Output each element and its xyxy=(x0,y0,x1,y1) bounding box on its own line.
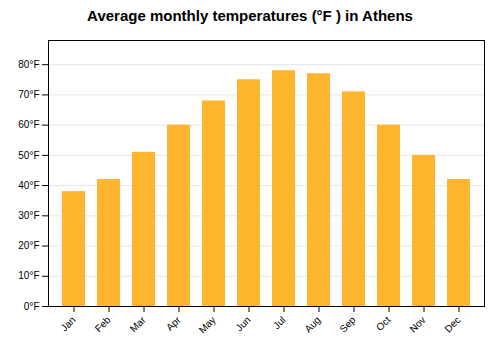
svg-text:10°F: 10°F xyxy=(18,270,39,281)
svg-text:Oct: Oct xyxy=(374,314,393,333)
svg-text:0°F: 0°F xyxy=(24,301,40,312)
svg-text:Jul: Jul xyxy=(271,314,288,331)
svg-text:Nov: Nov xyxy=(407,314,427,334)
svg-text:60°F: 60°F xyxy=(18,119,39,130)
svg-text:Dec: Dec xyxy=(442,314,462,334)
svg-text:Apr: Apr xyxy=(164,314,183,333)
svg-text:70°F: 70°F xyxy=(18,89,39,100)
svg-text:80°F: 80°F xyxy=(18,59,39,70)
svg-text:40°F: 40°F xyxy=(18,180,39,191)
svg-text:Mar: Mar xyxy=(128,314,148,334)
svg-text:May: May xyxy=(197,314,218,335)
svg-text:Jan: Jan xyxy=(58,314,77,333)
svg-text:50°F: 50°F xyxy=(18,150,39,161)
html-text:Average monthly temperatures (: Average monthly temperatures (°F ) in At… xyxy=(87,7,413,24)
svg-text:Sep: Sep xyxy=(337,314,358,335)
svg-text:20°F: 20°F xyxy=(18,240,39,251)
svg-text:30°F: 30°F xyxy=(18,210,39,221)
svg-text:Jun: Jun xyxy=(233,314,252,333)
svg-text:Aug: Aug xyxy=(302,314,322,334)
svg-text:Feb: Feb xyxy=(93,314,113,334)
